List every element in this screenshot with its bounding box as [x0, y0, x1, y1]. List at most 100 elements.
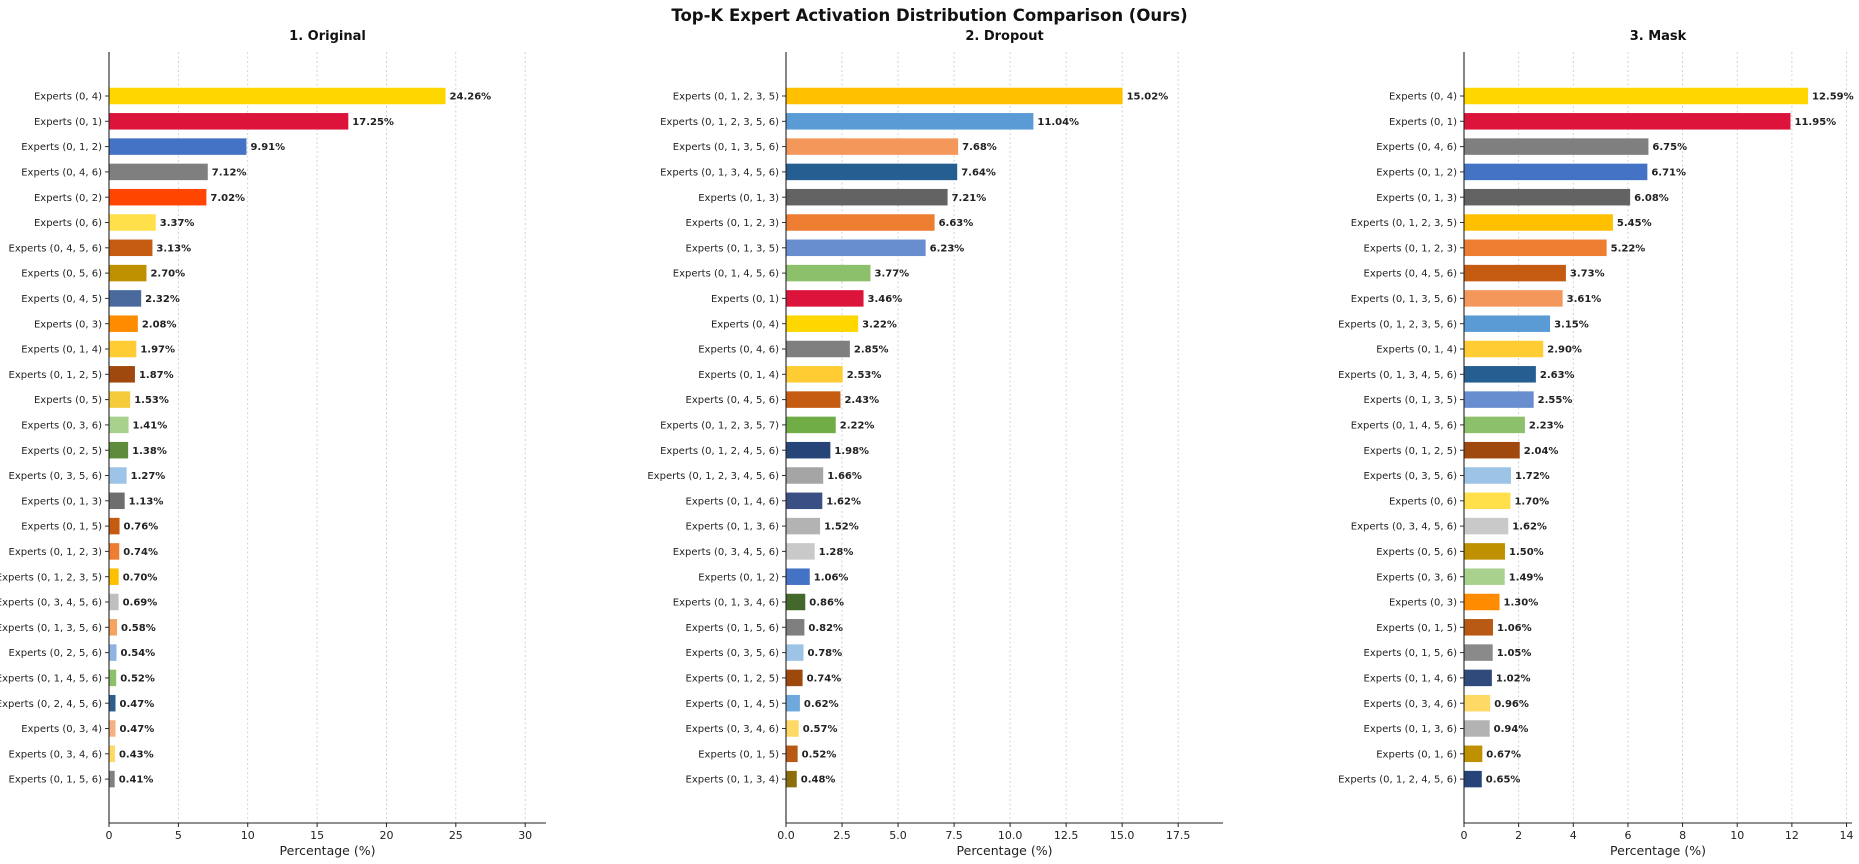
category-label: Experts (0, 4, 6) — [21, 168, 102, 179]
category-label: Experts (0, 1, 2, 3, 5, 6) — [660, 117, 779, 128]
value-label: 1.62% — [826, 496, 861, 507]
category-label: Experts (0, 1, 2, 3, 5, 7) — [660, 421, 779, 432]
bar-19 — [786, 543, 815, 560]
category-label: Experts (0, 4) — [711, 319, 779, 330]
value-label: 0.52% — [120, 674, 155, 685]
x-axis-label: Percentage (%) — [957, 843, 1053, 858]
category-label: Experts (0, 1, 5) — [1376, 623, 1457, 634]
bar-20 — [109, 568, 119, 585]
category-label: Experts (0, 3, 4) — [21, 724, 102, 735]
value-label: 7.68% — [962, 142, 997, 153]
value-label: 3.73% — [1570, 269, 1605, 280]
value-label: 1.97% — [140, 345, 175, 356]
category-label: Experts (0, 4, 5, 6) — [9, 243, 103, 254]
category-label: Experts (0, 3) — [34, 319, 102, 330]
value-label: 0.86% — [809, 598, 844, 609]
category-label: Experts (0, 2, 5, 6) — [9, 648, 103, 659]
bar-5 — [109, 188, 207, 206]
x-tick-label: 0.0 — [777, 829, 795, 842]
bar-4 — [109, 163, 208, 181]
x-axis-label: Percentage (%) — [280, 843, 376, 858]
x-tick-label: 6 — [1624, 829, 1631, 842]
category-label: Experts (0, 2, 4, 5, 6) — [0, 699, 102, 710]
category-label: Experts (0, 1, 3, 5, 6) — [0, 623, 102, 634]
bar-7 — [1464, 239, 1607, 257]
bar-17 — [786, 492, 823, 510]
value-label: 1.06% — [814, 572, 849, 583]
category-label: Experts (0, 1, 4) — [698, 370, 779, 381]
value-label: 0.43% — [119, 749, 154, 760]
value-label: 3.77% — [874, 269, 909, 280]
bar-9 — [109, 290, 142, 307]
panel-title: 1. Original — [289, 29, 366, 44]
category-label: Experts (0, 1, 3, 4, 6) — [673, 598, 779, 609]
category-label: Experts (0, 1, 2, 5) — [1364, 446, 1458, 457]
category-label: Experts (0, 1, 4, 6) — [1364, 674, 1458, 685]
bar-1 — [786, 87, 1123, 105]
panel-title: 2. Dropout — [965, 29, 1043, 44]
bar-27 — [786, 745, 798, 763]
value-label: 0.65% — [1486, 775, 1521, 786]
bar-4 — [1464, 163, 1648, 181]
bar-4 — [786, 163, 958, 181]
bar-16 — [786, 467, 824, 484]
bar-2 — [786, 113, 1034, 130]
category-label: Experts (0, 1, 2, 3, 5) — [1351, 218, 1457, 229]
bar-11 — [786, 340, 850, 358]
category-label: Experts (0, 3, 4, 5, 6) — [1351, 522, 1457, 533]
category-label: Experts (0, 1, 2, 5) — [9, 370, 103, 381]
bar-11 — [1464, 340, 1544, 358]
bar-26 — [786, 720, 799, 737]
bar-13 — [109, 391, 131, 408]
value-label: 7.64% — [961, 168, 996, 179]
value-label: 12.59% — [1812, 92, 1854, 103]
bar-15 — [786, 441, 831, 459]
value-label: 2.23% — [1529, 421, 1564, 432]
bar-6 — [109, 214, 156, 231]
x-tick-label: 5 — [175, 829, 182, 842]
x-tick-label: 10.0 — [998, 829, 1023, 842]
category-label: Experts (0, 1, 5, 6) — [1364, 648, 1458, 659]
category-label: Experts (0, 1, 3, 4) — [686, 775, 780, 786]
category-label: Experts (0, 1, 2) — [1376, 168, 1457, 179]
x-tick-label: 15.0 — [1110, 829, 1135, 842]
value-label: 1.41% — [133, 421, 168, 432]
x-tick-label: 7.5 — [945, 829, 963, 842]
x-tick-label: 4 — [1570, 829, 1577, 842]
category-label: Experts (0, 1, 3, 4, 5, 6) — [1338, 370, 1457, 381]
category-label: Experts (0, 3, 5, 6) — [686, 648, 780, 659]
value-label: 9.91% — [250, 142, 285, 153]
category-label: Experts (0, 4, 5, 6) — [686, 395, 780, 406]
category-label: Experts (0, 1, 4, 5) — [686, 699, 780, 710]
x-tick-label: 30 — [518, 829, 532, 842]
category-label: Experts (0, 1, 3, 6) — [1364, 724, 1458, 735]
category-label: Experts (0, 3, 5, 6) — [9, 471, 103, 482]
bar-22 — [109, 619, 118, 636]
bar-17 — [1464, 492, 1511, 510]
bar-25 — [109, 694, 116, 712]
category-label: Experts (0, 1, 2) — [21, 142, 102, 153]
category-label: Experts (0, 3, 4, 6) — [1364, 699, 1458, 710]
category-label: Experts (0, 4, 6) — [698, 345, 779, 356]
category-label: Experts (0, 1, 2, 5) — [686, 674, 780, 685]
category-label: Experts (0, 1, 3) — [698, 193, 779, 204]
bar-22 — [1464, 619, 1493, 636]
category-label: Experts (0, 1, 4, 5, 6) — [673, 269, 779, 280]
value-label: 0.54% — [120, 648, 155, 659]
bar-7 — [109, 239, 153, 257]
value-label: 2.85% — [854, 345, 889, 356]
value-label: 2.08% — [142, 319, 177, 330]
value-label: 0.96% — [1494, 699, 1529, 710]
bar-10 — [1464, 315, 1551, 332]
bar-3 — [109, 138, 247, 155]
value-label: 0.57% — [803, 724, 838, 735]
value-label: 1.49% — [1509, 572, 1544, 583]
value-label: 0.70% — [123, 572, 158, 583]
value-label: 0.62% — [804, 699, 839, 710]
bar-28 — [1464, 770, 1482, 788]
category-label: Experts (0, 5, 6) — [1376, 547, 1457, 558]
value-label: 6.08% — [1634, 193, 1669, 204]
bar-12 — [786, 366, 843, 383]
category-label: Experts (0, 1, 4, 5, 6) — [0, 674, 102, 685]
